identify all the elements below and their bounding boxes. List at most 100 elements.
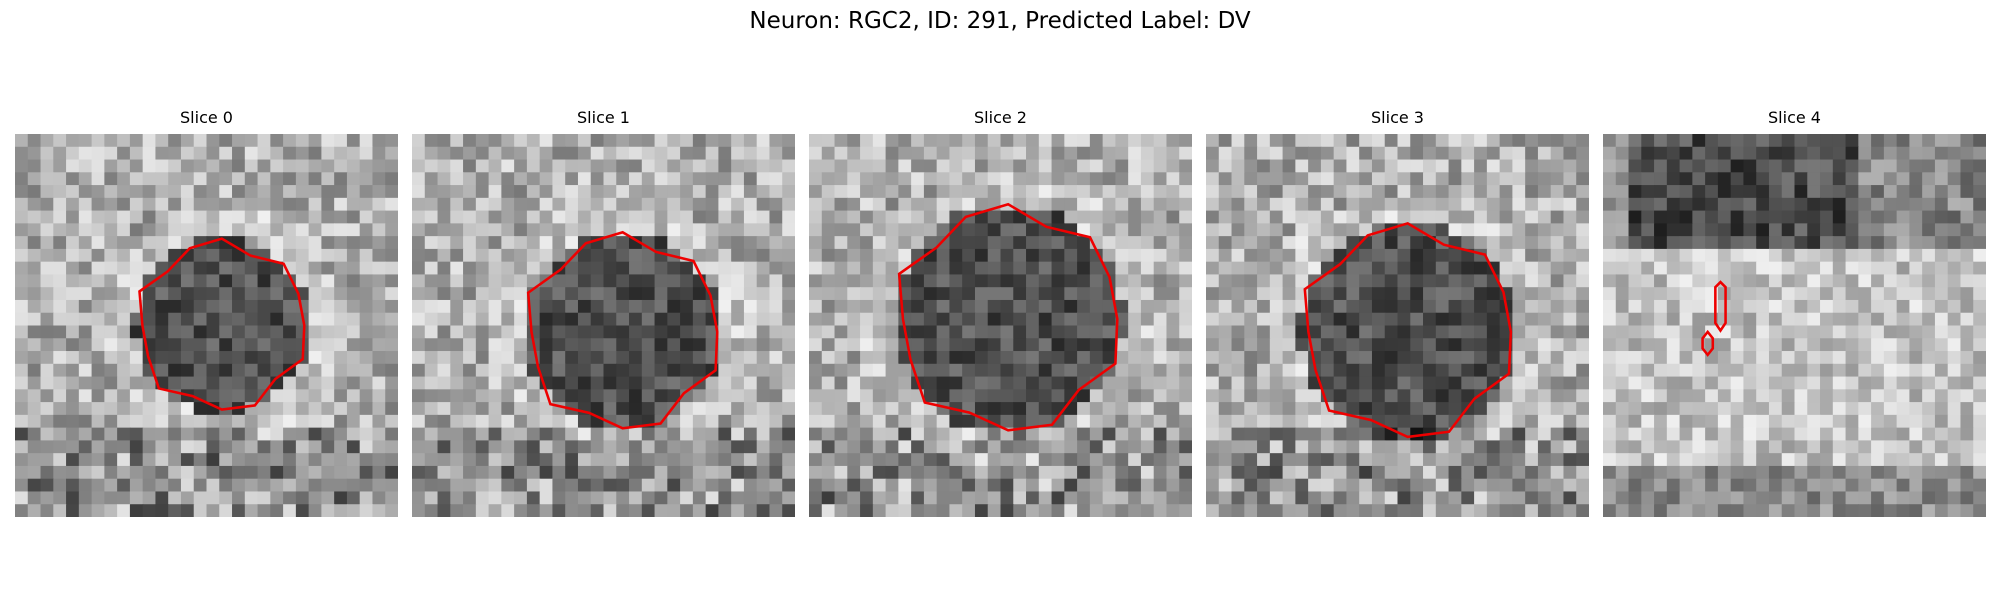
- pixel: [1231, 338, 1245, 352]
- pixel: [847, 402, 861, 416]
- pixel: [603, 236, 617, 250]
- pixel: [1051, 185, 1065, 199]
- pixel: [1089, 197, 1104, 212]
- pixel: [1768, 402, 1783, 416]
- pixel: [821, 299, 836, 314]
- pixel: [270, 312, 284, 327]
- pixel: [334, 325, 348, 339]
- pixel: [1832, 299, 1847, 314]
- pixel: [743, 223, 758, 237]
- pixel: [270, 146, 284, 161]
- pixel: [705, 376, 720, 390]
- pixel: [155, 351, 169, 365]
- pixel: [1781, 210, 1796, 225]
- pixel: [680, 504, 694, 517]
- pixel: [372, 351, 386, 365]
- pixel: [1448, 248, 1462, 263]
- pixel: [1820, 363, 1834, 378]
- pixel: [987, 223, 1002, 237]
- pixel: [334, 504, 348, 517]
- pixel: [40, 274, 54, 288]
- pixel: [295, 172, 310, 186]
- pixel: [1820, 376, 1834, 390]
- pixel: [1140, 248, 1155, 263]
- pixel: [705, 248, 720, 263]
- pixel: [308, 299, 323, 314]
- pixel: [847, 491, 861, 505]
- pixel: [923, 351, 938, 365]
- pixel: [1641, 402, 1655, 416]
- pixel: [475, 197, 490, 212]
- pixel: [1922, 338, 1936, 352]
- pixel: [692, 248, 707, 263]
- pixel: [1550, 478, 1565, 493]
- pixel: [1832, 414, 1847, 429]
- pixel: [295, 402, 310, 416]
- pixel: [1013, 146, 1027, 161]
- pixel: [680, 491, 694, 505]
- pixel: [244, 236, 259, 250]
- pixel: [1909, 491, 1923, 505]
- pixel: [782, 465, 795, 480]
- pixel: [1295, 465, 1309, 480]
- pixel: [911, 453, 925, 467]
- pixel: [718, 440, 732, 454]
- pixel: [1973, 363, 1986, 378]
- pixel: [1333, 172, 1348, 186]
- pixel: [667, 197, 681, 212]
- pixel: [334, 312, 348, 327]
- pixel: [1140, 504, 1155, 517]
- pixel: [1934, 504, 1949, 517]
- pixel: [1845, 172, 1859, 186]
- pixel: [821, 185, 836, 199]
- pixel: [66, 427, 80, 442]
- pixel: [155, 478, 169, 493]
- pixel: [1499, 159, 1514, 173]
- pixel: [1026, 274, 1040, 288]
- pixel: [346, 453, 361, 467]
- pixel: [321, 453, 335, 467]
- pixel: [821, 312, 836, 327]
- pixel: [168, 185, 182, 199]
- pixel: [295, 159, 310, 173]
- pixel: [1781, 351, 1796, 365]
- pixel: [475, 465, 490, 480]
- pixel: [654, 236, 668, 250]
- pixel: [1756, 159, 1770, 173]
- pixel: [1320, 185, 1335, 199]
- pixel: [257, 427, 271, 442]
- pixel: [424, 159, 439, 173]
- pixel: [1550, 159, 1565, 173]
- pixel: [104, 197, 118, 212]
- pixel: [1934, 402, 1949, 416]
- pixel: [78, 299, 93, 314]
- pixel: [117, 504, 131, 517]
- pixel: [756, 146, 771, 161]
- pixel: [718, 223, 732, 237]
- pixel: [1397, 414, 1411, 429]
- pixel: [257, 414, 271, 429]
- pixel: [1269, 274, 1284, 288]
- pixel: [1603, 223, 1617, 237]
- pixel: [475, 172, 490, 186]
- pixel: [1820, 159, 1834, 173]
- pixel: [1115, 325, 1129, 339]
- pixel: [463, 312, 477, 327]
- pixel: [15, 146, 29, 161]
- pixel: [1525, 134, 1539, 148]
- pixel: [1102, 465, 1117, 480]
- pixel: [1537, 363, 1552, 378]
- pixel: [117, 465, 131, 480]
- pixel: [1603, 453, 1617, 467]
- pixel: [514, 299, 528, 314]
- pixel: [1320, 146, 1335, 161]
- pixel: [78, 453, 93, 467]
- pixel: [129, 312, 144, 327]
- pixel: [974, 440, 989, 454]
- pixel: [1089, 465, 1104, 480]
- pixel: [244, 338, 259, 352]
- pixel: [1282, 261, 1297, 276]
- pixel: [1320, 351, 1335, 365]
- pixel: [590, 389, 605, 403]
- pixel: [488, 351, 503, 365]
